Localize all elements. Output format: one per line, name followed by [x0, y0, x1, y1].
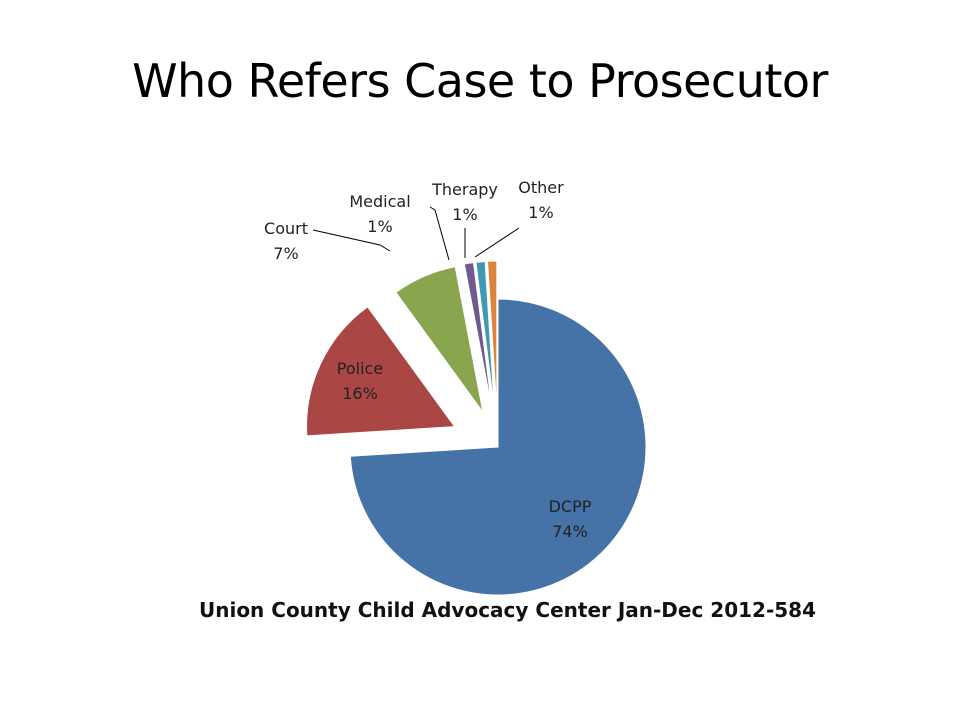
- leader-line-other: [474, 227, 520, 258]
- slice-name-medical: Medical: [349, 192, 410, 211]
- slice-name-other: Other: [518, 178, 564, 197]
- slice-name-dcpp: DCPP: [549, 497, 592, 516]
- slice-value-police: 16%: [342, 384, 378, 403]
- slice-name-therapy: Therapy: [431, 180, 498, 199]
- leader-line-court: [312, 229, 391, 252]
- pie-slice-medical: [463, 262, 493, 410]
- pie-slices: [306, 260, 647, 596]
- pie-slice-therapy: [475, 260, 495, 410]
- leader-lines: [312, 206, 520, 261]
- slice-name-police: Police: [337, 359, 383, 378]
- pie-slice-police: [306, 306, 456, 437]
- pie-slice-dcpp: [349, 298, 647, 596]
- slice-value-dcpp: 74%: [552, 522, 588, 541]
- slice-value-therapy: 1%: [452, 205, 477, 224]
- leader-line-medical: [429, 206, 450, 261]
- slide-title: Who Refers Case to Prosecutor: [132, 54, 828, 108]
- slice-value-court: 7%: [273, 244, 298, 263]
- chart-caption: Union County Child Advocacy Center Jan-D…: [198, 598, 817, 622]
- slice-value-other: 1%: [528, 203, 553, 222]
- pie-slice-other: [486, 260, 498, 410]
- slice-value-medical: 1%: [367, 217, 392, 236]
- pie-slice-court: [395, 266, 484, 413]
- slice-labels: DCPP 74% Police 16% Court 7% Medical 1% Therapy 1…: [264, 178, 592, 541]
- slice-name-court: Court: [264, 219, 308, 238]
